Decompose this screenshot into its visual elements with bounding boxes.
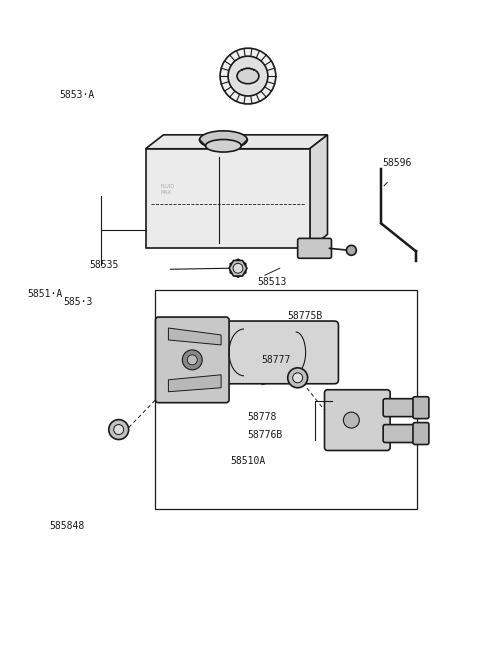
FancyBboxPatch shape [383,424,417,443]
Text: 58513: 58513 [257,277,286,287]
FancyBboxPatch shape [413,397,429,419]
FancyBboxPatch shape [298,238,332,258]
Circle shape [187,355,197,365]
Text: 58510A: 58510A [230,457,265,466]
Text: 58776B: 58776B [247,430,282,440]
Circle shape [288,368,308,388]
Text: 58777: 58777 [261,355,290,365]
Polygon shape [145,135,327,148]
Circle shape [293,373,302,383]
Text: 5853·A: 5853·A [59,90,94,100]
FancyBboxPatch shape [156,317,229,403]
Ellipse shape [205,139,241,152]
Ellipse shape [237,68,259,83]
Text: 58596: 58596 [382,158,411,168]
FancyBboxPatch shape [413,422,429,445]
Polygon shape [168,328,221,345]
Ellipse shape [200,131,247,148]
FancyBboxPatch shape [201,321,338,384]
Circle shape [343,412,360,428]
Text: FLUID
MAX: FLUID MAX [160,184,174,194]
FancyBboxPatch shape [324,390,390,451]
Circle shape [347,245,356,256]
Text: 58778: 58778 [247,412,276,422]
Polygon shape [310,135,327,248]
Polygon shape [168,374,221,392]
Circle shape [109,420,129,440]
Text: 585848: 585848 [49,521,84,531]
Circle shape [220,48,276,104]
Text: 5851·A: 5851·A [27,289,62,299]
Circle shape [182,350,202,370]
Circle shape [114,424,124,434]
Text: 58535: 58535 [89,260,118,270]
Circle shape [233,263,243,273]
Bar [156,290,417,509]
Text: 58775B: 58775B [288,311,323,321]
Circle shape [228,56,268,96]
Text: 585·3: 585·3 [63,297,93,307]
FancyBboxPatch shape [383,399,417,417]
Bar [145,148,310,248]
